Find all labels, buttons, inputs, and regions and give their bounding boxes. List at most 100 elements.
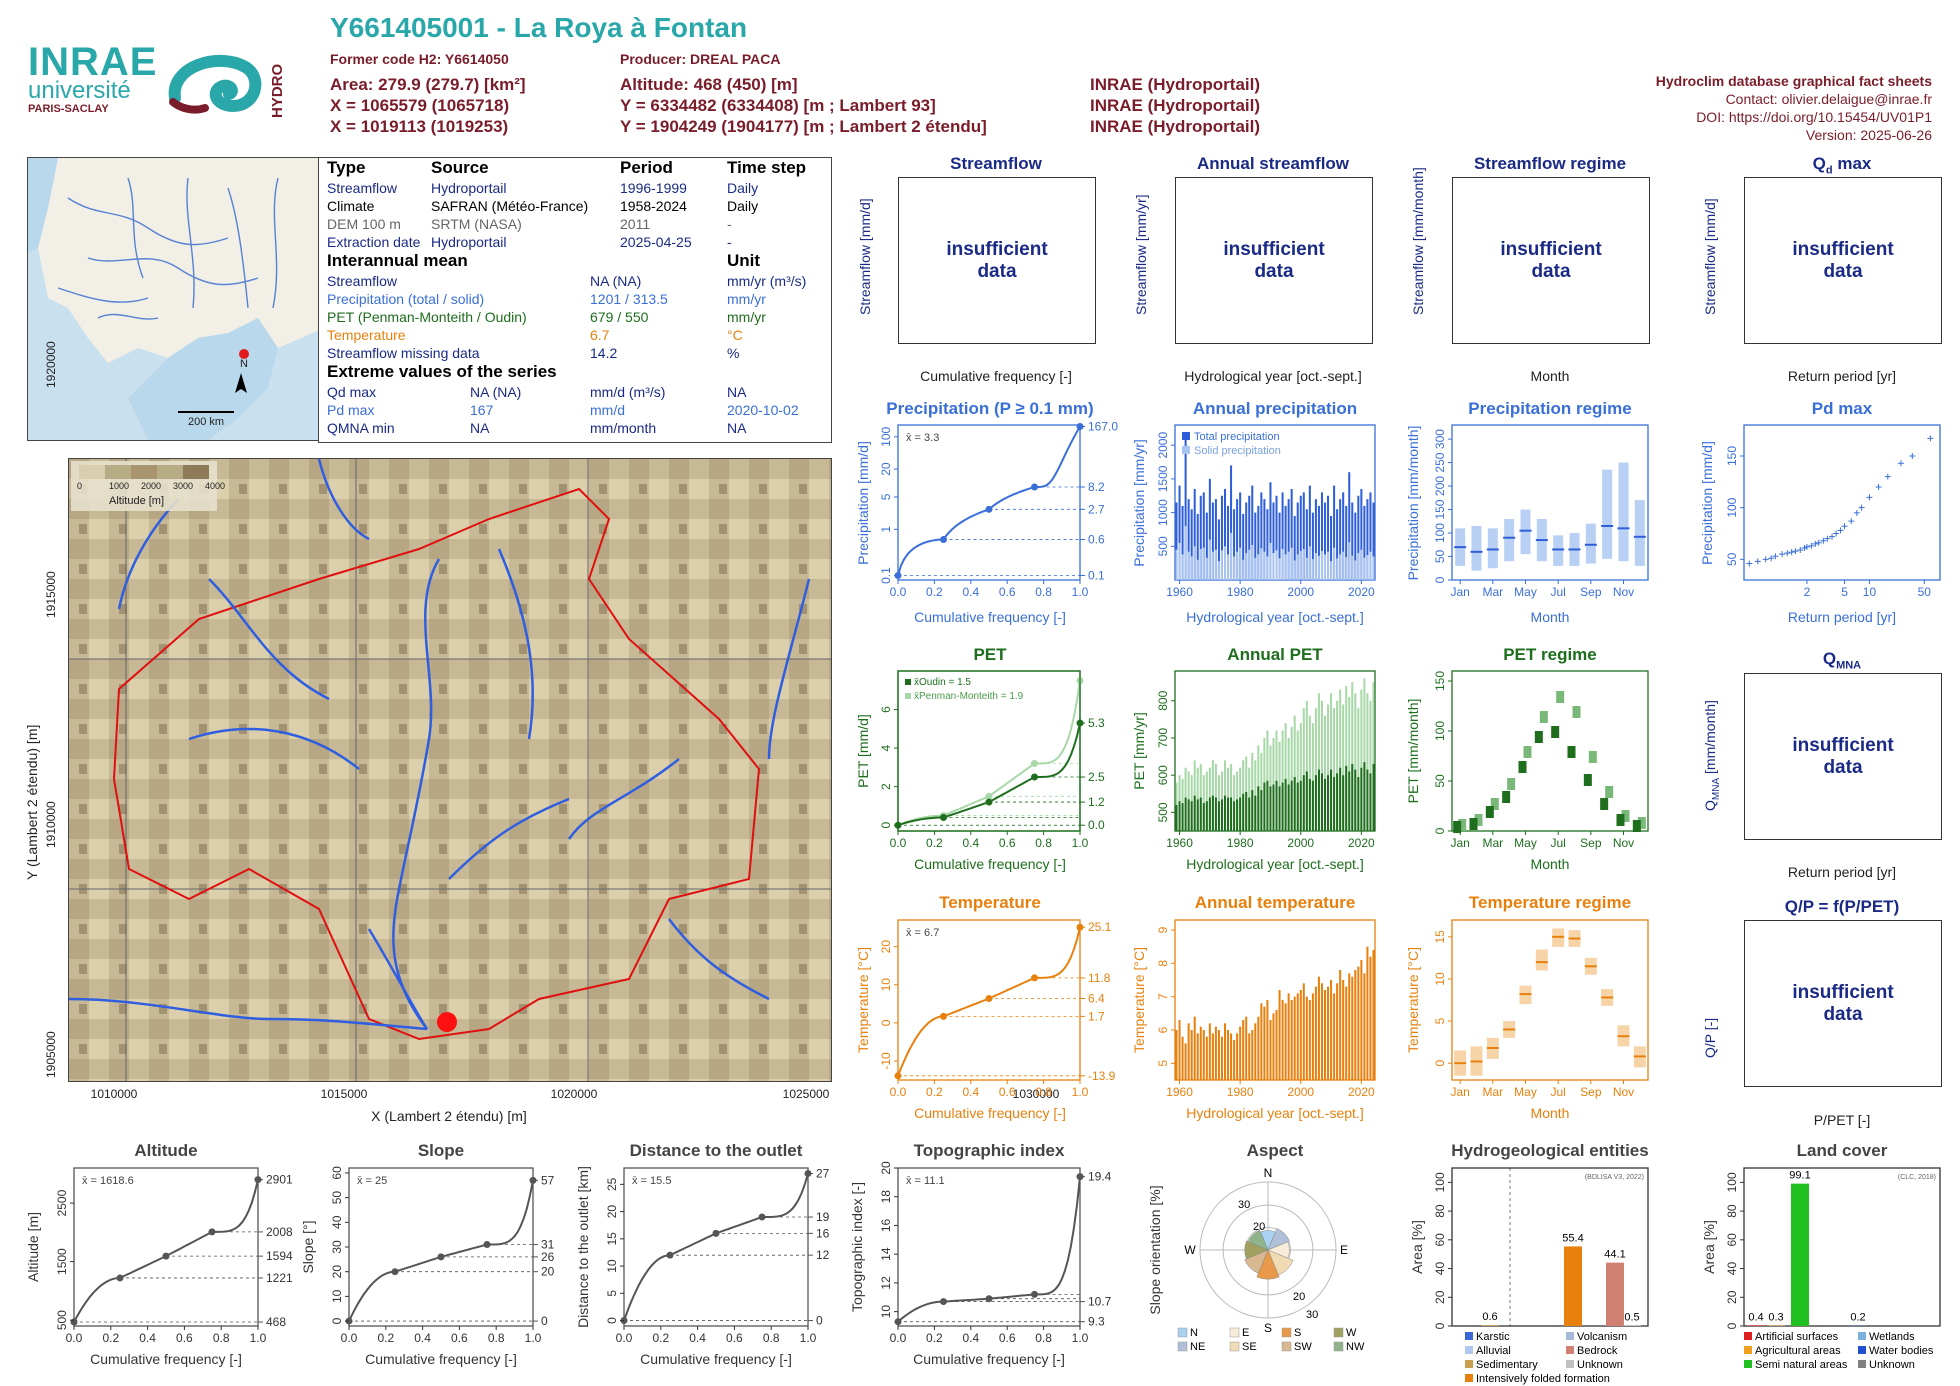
bar-total: [1299, 495, 1302, 580]
right-tick-label: 9.3: [1088, 1315, 1105, 1329]
bar-solid: [1323, 554, 1327, 580]
rose-ring-label: 20: [1253, 1221, 1265, 1233]
bar-temp: [1242, 1020, 1245, 1080]
bar-pm: [1299, 723, 1302, 831]
basin-x-tick: 1010000: [90, 1087, 138, 1101]
bar-total: [1287, 499, 1290, 580]
info-cell: 1996-1999: [620, 180, 687, 196]
annual-streamflow-xlabel: Hydrological year [oct.-sept.]: [1184, 368, 1362, 384]
insufficient-msg-1: insufficient: [1223, 238, 1325, 260]
y-tick-label: 40: [1433, 1262, 1447, 1276]
bar-oudin: [1205, 801, 1208, 831]
category-bar: [1564, 1246, 1582, 1326]
info-row: Streamflow Hydroportail 1996-1999 Daily: [327, 179, 827, 197]
plot-frame: [1174, 670, 1376, 832]
bar-temp: [1311, 993, 1314, 1080]
legend-swatch: [1182, 432, 1190, 440]
regime-oudin: [1502, 791, 1511, 803]
bar-total: [1208, 478, 1211, 580]
y-tick-label: 500: [1156, 536, 1170, 556]
bar-oudin: [1302, 775, 1305, 831]
bar-solid: [1351, 555, 1354, 580]
insufficient-msg-2: data: [1531, 260, 1571, 282]
pdmax-point: [1833, 530, 1840, 537]
bar-oudin: [1251, 790, 1254, 831]
category-bar: [1747, 1325, 1765, 1326]
legend-label: Solid precipitation: [1194, 445, 1281, 457]
bar-temp: [1208, 1023, 1211, 1080]
bar-total: [1351, 502, 1354, 580]
y-axis-label: Precipitation [mm/d]: [1699, 441, 1715, 565]
bar-total: [1278, 512, 1281, 580]
bar-total: [1227, 505, 1230, 580]
insufficient-msg-1: insufficient: [946, 238, 1048, 260]
legend-label: NW: [1346, 1341, 1365, 1353]
x-tick-label: 0.4: [962, 1331, 979, 1345]
y-tick-label: 0: [1433, 1322, 1447, 1329]
x-axis-label: Hydrological year [oct.-sept.]: [1186, 609, 1363, 625]
right-tick-label: 57: [541, 1173, 555, 1187]
bar-solid: [1233, 556, 1236, 580]
quantile-point: [940, 536, 947, 544]
basin-x-tick: 1030000: [1012, 1087, 1060, 1101]
y-tick-label: 20: [879, 462, 893, 476]
bar-total: [1345, 505, 1348, 580]
contact: Contact: olivier.delaigue@inrae.fr: [1725, 91, 1932, 107]
bar-temp: [1296, 993, 1299, 1080]
y-tick-label: 20: [330, 1265, 344, 1279]
y-tick-label: 100: [1433, 523, 1447, 543]
bar-solid: [1360, 549, 1363, 580]
bar-temp: [1348, 973, 1351, 1080]
bar-oudin: [1272, 784, 1275, 831]
mean-label: x̄ = 15.5: [632, 1175, 671, 1187]
y-tick-label: 80: [1433, 1204, 1447, 1218]
bar-total: [1369, 492, 1372, 580]
regime-box: [1487, 528, 1498, 569]
y-tick-label: 0: [1433, 827, 1447, 834]
legend-swatch: [905, 679, 911, 685]
y-axis-label: Distance to the outlet [km]: [575, 1166, 591, 1328]
legend-swatch: [1281, 1341, 1292, 1352]
x-tick-label: 0.4: [689, 1331, 706, 1345]
annual-streamflow-panel: insufficient data: [1175, 177, 1373, 344]
pdmax-point: [1837, 527, 1844, 534]
cdf-line: [623, 1173, 809, 1321]
bar-solid: [1248, 549, 1251, 580]
bar-solid: [1239, 547, 1242, 580]
info-cell: NA: [470, 420, 490, 436]
source-note: (CLC, 2018): [1898, 1174, 1936, 1181]
y-tick-label: 14: [879, 1247, 893, 1261]
bar-oudin: [1308, 778, 1311, 831]
y-axis-label: Slope orientation [%]: [1147, 1185, 1163, 1314]
chart-title: PET: [973, 645, 1007, 664]
pdmax-point: [1884, 473, 1891, 480]
page-title: Y661405001 - La Roya à Fontan: [330, 12, 748, 43]
plot-frame: [1451, 670, 1649, 832]
legend-swatch: [1333, 1327, 1344, 1338]
bar-total: [1317, 505, 1320, 580]
rose-sector-w: [1244, 1240, 1269, 1260]
bar-solid: [1269, 542, 1272, 580]
bar-temp: [1293, 996, 1296, 1080]
bar-pm: [1351, 682, 1354, 831]
source-3: INRAE (Hydroportail): [1090, 117, 1260, 136]
y-tick-label: 150: [1433, 499, 1447, 519]
x-tick-label: 1.0: [1072, 585, 1089, 599]
plot-frame: [1451, 919, 1649, 1081]
y-tick-label: 20: [1433, 1290, 1447, 1304]
bar-oudin: [1281, 782, 1284, 831]
y-tick-label: -10: [879, 1052, 893, 1070]
bar-temp: [1363, 973, 1366, 1080]
bar-total: [1254, 512, 1257, 580]
mean-label: x̄ = 25: [357, 1175, 387, 1187]
y-tick-label: 0: [879, 1019, 893, 1026]
bar-total: [1330, 515, 1333, 580]
bar-oudin: [1342, 775, 1345, 831]
quantile-point: [1031, 773, 1038, 781]
x-tick-label: Mar: [1482, 585, 1503, 599]
y-tick-label: 5: [1433, 1017, 1447, 1024]
bar-temp: [1339, 970, 1342, 1080]
right-tick-label: 31: [541, 1238, 555, 1252]
bar-pm: [1348, 697, 1351, 831]
